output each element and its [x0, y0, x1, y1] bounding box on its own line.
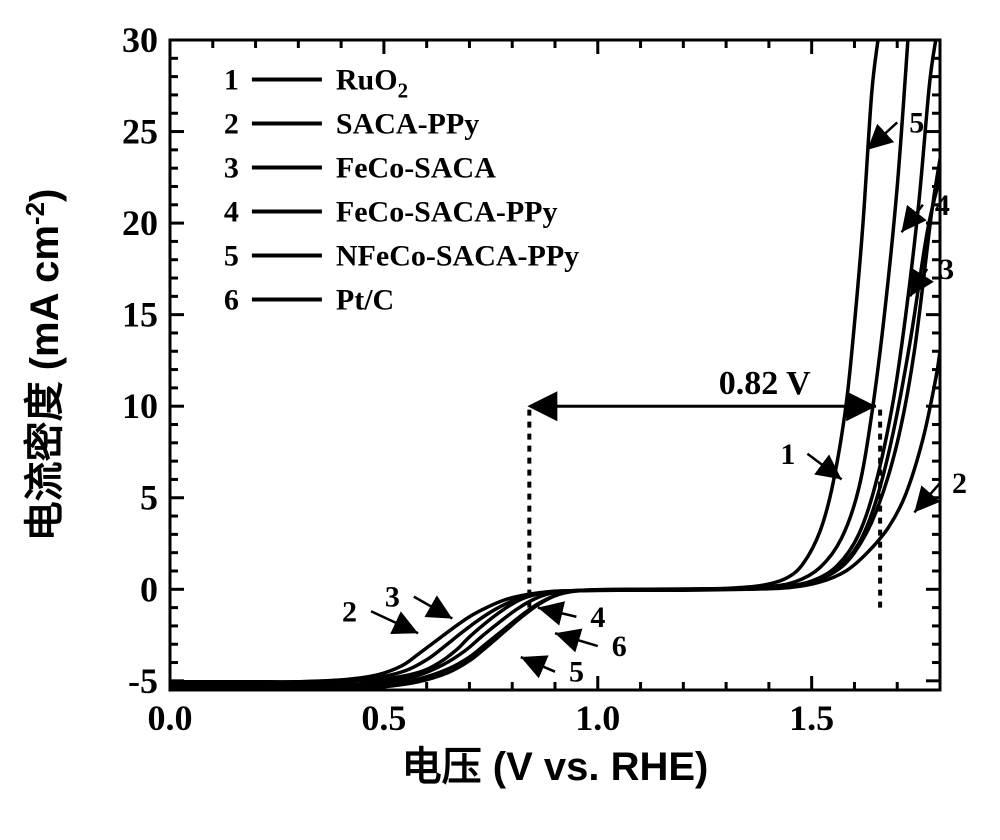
x-tick-label: 1.5 — [789, 698, 834, 738]
delta-label: 0.82 V — [719, 365, 811, 402]
x-tick-label: 0.0 — [148, 698, 193, 738]
y-tick-label: -5 — [128, 661, 158, 701]
legend-num-1: 1 — [224, 64, 239, 97]
curve-num-1: 4 — [935, 189, 950, 222]
legend-label-2: SACA-PPy — [336, 108, 479, 141]
curve-pointer-6 — [414, 597, 453, 619]
legend-num-5: 5 — [224, 240, 239, 273]
curve-num-4: 2 — [952, 467, 967, 500]
legend-num-2: 2 — [224, 108, 239, 141]
y-tick-label: 25 — [122, 112, 158, 152]
chart-container: 0.00.51.01.5-5051015202530电流密度 (mA cm-2)… — [0, 0, 1000, 840]
x-axis-label: 电压 (V vs. RHE) — [402, 745, 709, 789]
curve-num-3: 1 — [780, 438, 795, 471]
y-tick-label: 15 — [122, 295, 158, 335]
legend-num-3: 3 — [224, 152, 239, 185]
curve-pointer-7 — [538, 608, 577, 617]
chart-svg: 0.00.51.01.5-5051015202530电流密度 (mA cm-2)… — [0, 0, 1000, 840]
y-tick-label: 10 — [122, 386, 158, 426]
legend-label-6: Pt/C — [336, 284, 394, 317]
curve-num-7: 4 — [590, 601, 605, 634]
curve-pointer-8 — [555, 633, 598, 646]
curve-pointer-9 — [521, 657, 555, 672]
x-tick-label: 1.0 — [575, 698, 620, 738]
curve-pointer-5 — [371, 611, 418, 633]
curve-pointer-1 — [902, 205, 923, 232]
curve-num-8: 6 — [612, 630, 627, 663]
legend-label-4: FeCo-SACA-PPy — [336, 196, 558, 229]
y-tick-label: 0 — [140, 569, 158, 609]
curve-num-6: 3 — [385, 581, 400, 614]
legend-num-4: 4 — [224, 196, 239, 229]
curve-num-0: 5 — [909, 106, 924, 139]
y-axis-label: 电流密度 (mA cm-2) — [20, 189, 67, 542]
legend-label-5: NFeCo-SACA-PPy — [336, 240, 579, 273]
curve-num-5: 2 — [342, 595, 357, 628]
curve-pointer-0 — [867, 122, 897, 149]
y-tick-label: 30 — [122, 20, 158, 60]
legend-num-6: 6 — [224, 284, 239, 317]
y-tick-label: 20 — [122, 203, 158, 243]
curve-num-2: 3 — [939, 253, 954, 286]
legend-label-3: FeCo-SACA — [336, 152, 496, 185]
curve-num-9: 5 — [569, 656, 584, 689]
x-tick-label: 0.5 — [361, 698, 406, 738]
series-group — [170, 40, 940, 691]
legend-label-1: RuO2 — [336, 64, 408, 103]
y-tick-label: 5 — [140, 478, 158, 518]
